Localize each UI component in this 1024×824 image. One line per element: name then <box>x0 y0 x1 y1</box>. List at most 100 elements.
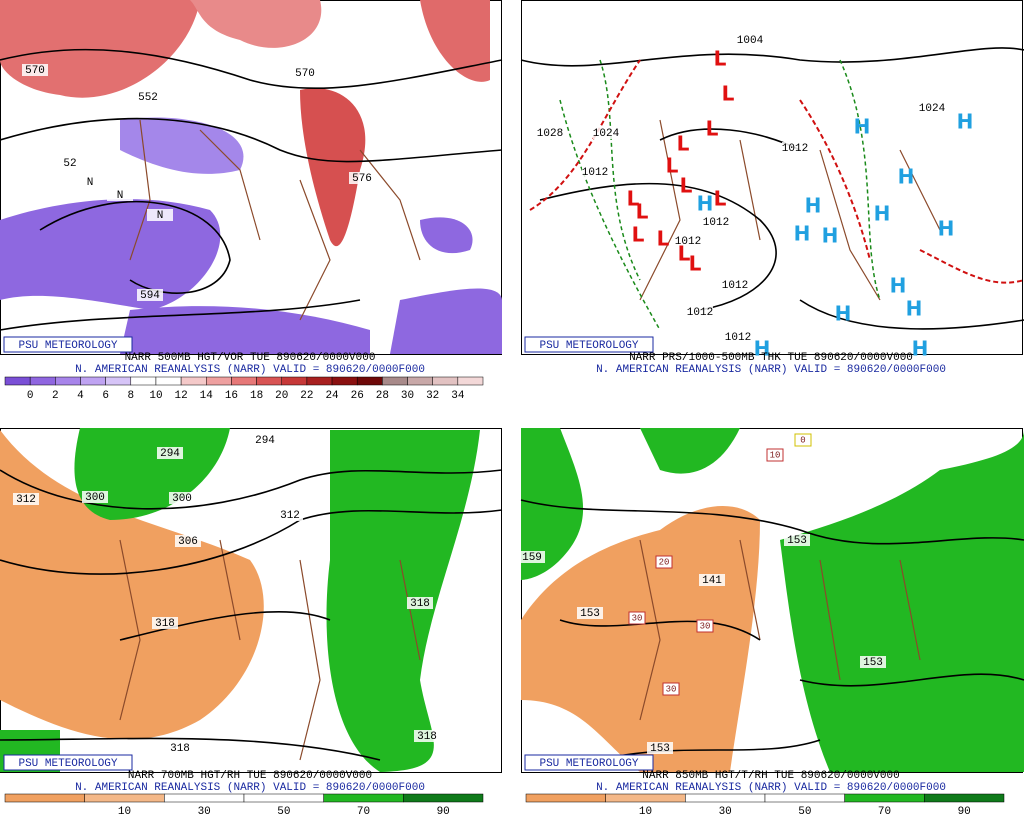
badge-box <box>3 754 133 771</box>
colorbar-label: 20 <box>275 390 288 402</box>
label-bg <box>725 331 751 343</box>
label-bg <box>737 34 763 46</box>
contour <box>520 499 1024 545</box>
contour <box>0 48 503 90</box>
label-bg <box>414 730 440 742</box>
colorbar-label: 22 <box>300 390 313 402</box>
contour-label: N <box>117 190 124 202</box>
colorbar-label: 18 <box>250 390 263 402</box>
field <box>521 506 760 772</box>
badge: PSU METEOROLOGY <box>539 340 638 352</box>
contour-label: 300 <box>85 492 105 504</box>
high-marker: H <box>898 165 915 189</box>
high-marker: H <box>835 302 852 326</box>
colorbar-swatch <box>306 376 333 386</box>
colorbar-swatch <box>281 376 308 386</box>
title: NARR PRS/1000-500MB THK TUE 890620/0000V… <box>629 352 913 364</box>
subtitle: N. AMERICAN REANALYSIS (NARR) VALID = 89… <box>75 364 425 376</box>
title: NARR 700MB HGT/RH TUE 890620/0000V000 <box>128 770 372 782</box>
contour-label: 318 <box>417 731 437 743</box>
colorbar-swatch <box>924 793 1005 803</box>
colorbar-label: 30 <box>198 806 211 818</box>
thickness <box>599 59 641 281</box>
field <box>420 217 473 254</box>
contour <box>0 469 503 510</box>
low-marker: L <box>636 200 649 224</box>
subtitle: N. AMERICAN REANALYSIS (NARR) VALID = 89… <box>596 782 946 794</box>
contour <box>0 117 503 163</box>
field <box>0 0 200 98</box>
colorbar-label: 70 <box>878 806 891 818</box>
colorbar-swatch <box>80 376 106 386</box>
high-marker: H <box>938 217 955 241</box>
field <box>74 428 230 520</box>
low-marker: L <box>677 132 690 156</box>
temp-label: 30 <box>666 684 677 694</box>
subtitle: N. AMERICAN REANALYSIS (NARR) VALID = 89… <box>596 364 946 376</box>
colorbar-swatch <box>685 793 766 803</box>
low-marker: L <box>714 47 727 71</box>
contour-label: 570 <box>295 68 315 80</box>
field <box>390 288 502 354</box>
contour-label: 141 <box>702 575 722 587</box>
colorbar-swatch <box>55 376 81 386</box>
contour-label: 1028 <box>537 128 563 140</box>
colorbar-swatch <box>4 793 85 803</box>
contour-label: 153 <box>863 657 883 669</box>
contour-label: 52 <box>63 158 76 170</box>
high-marker: H <box>890 274 907 298</box>
colorbar-label: 0 <box>27 390 34 402</box>
badge: PSU METEOROLOGY <box>18 758 117 770</box>
contour-label: 552 <box>138 92 158 104</box>
high-marker: H <box>854 115 871 139</box>
contour-label: 1004 <box>737 35 764 47</box>
contour-label: 159 <box>522 552 542 564</box>
contour-label: N <box>87 177 94 189</box>
low-marker: L <box>706 117 719 141</box>
contour <box>559 619 761 641</box>
colorbar-swatch <box>84 793 165 803</box>
colorbar-swatch <box>4 376 31 386</box>
state-borders <box>119 539 421 761</box>
contour-label: 1012 <box>725 332 751 344</box>
label-bg <box>107 189 133 201</box>
label-bg <box>519 551 545 563</box>
colorbar-label: 26 <box>351 390 364 402</box>
field <box>0 199 221 310</box>
field <box>326 430 480 772</box>
label-bg <box>167 742 193 754</box>
label-bg <box>82 491 108 503</box>
label-bg <box>135 91 161 103</box>
colorbar-swatch <box>432 376 459 386</box>
title: NARR 850MB HGT/T/RH TUE 890620/0000V000 <box>642 770 899 782</box>
low-marker: L <box>627 187 640 211</box>
contour-label: 1012 <box>782 143 808 155</box>
label-bg <box>647 742 673 754</box>
high-marker: H <box>906 297 923 321</box>
colorbar-swatch <box>231 376 257 386</box>
label-bg <box>152 617 178 629</box>
contour <box>0 737 381 761</box>
state-borders <box>129 119 421 321</box>
field <box>420 0 490 82</box>
colorbar-label: 8 <box>127 390 134 402</box>
field <box>190 0 322 48</box>
contour-label: 570 <box>25 65 45 77</box>
low-marker: L <box>657 227 670 251</box>
contour-label: 300 <box>172 493 192 505</box>
colorbar-label: 50 <box>277 806 290 818</box>
label-bg <box>782 142 808 154</box>
label-bg <box>169 492 195 504</box>
badge-box <box>524 336 654 353</box>
thickness <box>529 59 641 211</box>
colorbar-swatch <box>382 376 408 386</box>
contour-label: 318 <box>410 598 430 610</box>
colorbar-swatch <box>331 376 358 386</box>
label-box <box>662 682 680 696</box>
temp-label: 20 <box>659 557 670 567</box>
colorbar-swatch <box>605 793 686 803</box>
panel: 570 552 570 52 594 576 N N N PSU METEOROLOGY NARR … <box>0 0 503 402</box>
